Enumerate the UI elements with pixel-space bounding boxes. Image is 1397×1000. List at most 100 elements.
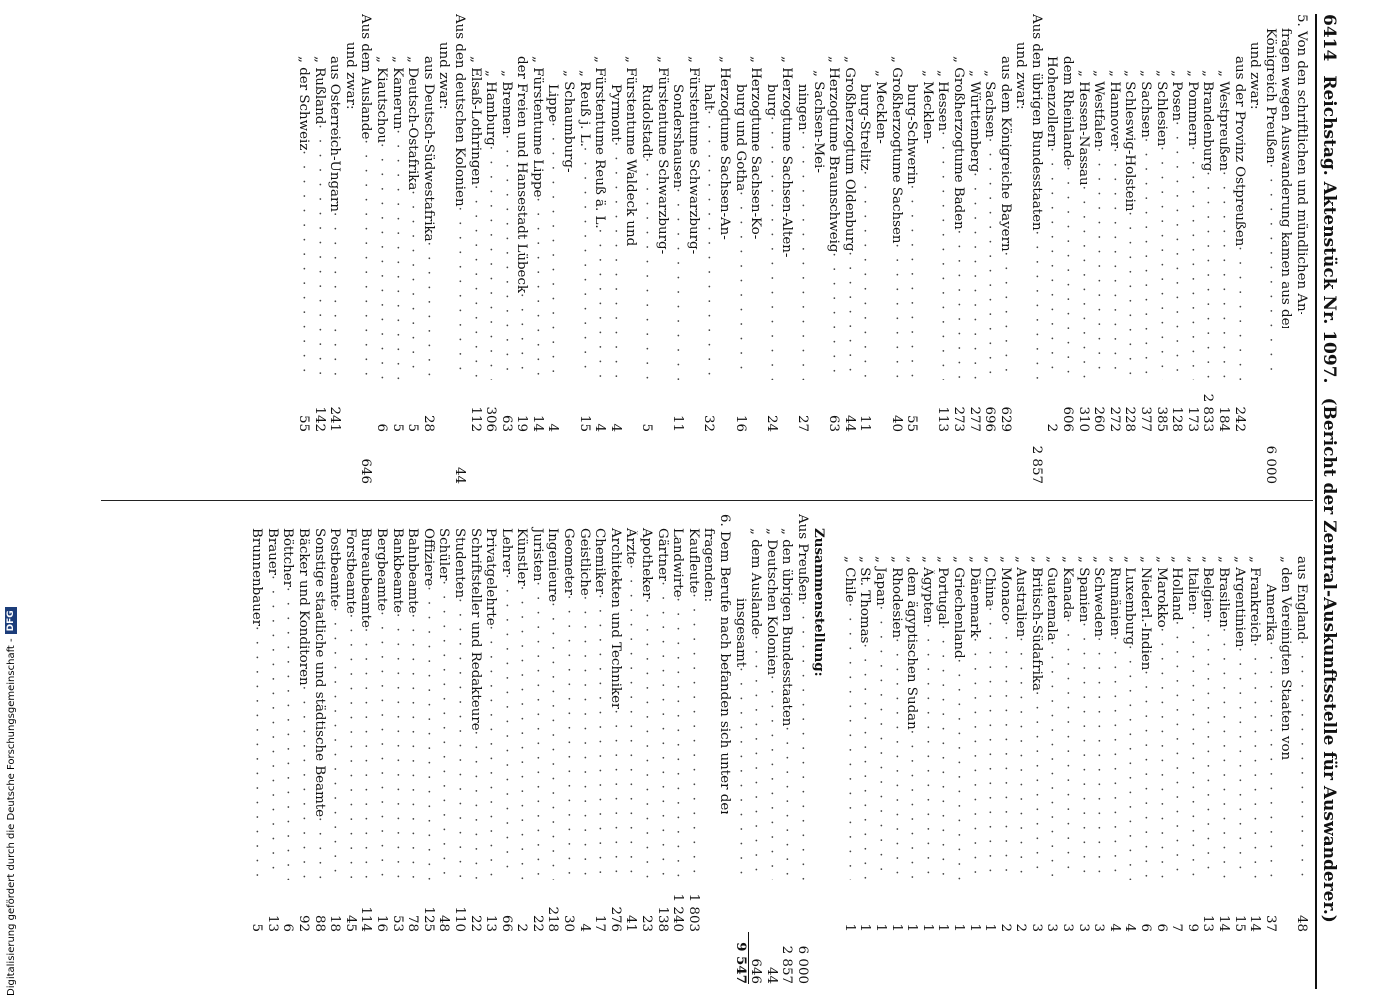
- leader-dots: [1013, 637, 1029, 880]
- column-divider: [101, 500, 1313, 501]
- table-row: „ Hannover 272: [1106, 14, 1122, 484]
- table-row: „ Holland 7: [1169, 514, 1185, 984]
- row-label: „ Argentinien: [1231, 556, 1247, 648]
- row-label: Geistliche: [576, 528, 592, 596]
- row-label: insgesamt: [732, 598, 748, 668]
- leader-dots: [1262, 641, 1278, 880]
- leader-dots: [997, 621, 1013, 880]
- row-label: „ Posen: [1169, 70, 1185, 122]
- leader-dots: [405, 614, 421, 880]
- leader-dots: [982, 607, 998, 880]
- leader-dots: [1137, 138, 1153, 380]
- leader-dots: [638, 599, 654, 880]
- row-label: „ Schweden: [1091, 556, 1107, 637]
- table-row: „ Kamerun 5: [389, 14, 405, 484]
- leader-dots: [794, 131, 810, 380]
- row-subtotal: 1: [888, 923, 904, 932]
- leader-dots: [358, 628, 374, 880]
- leader-dots: [950, 659, 966, 880]
- table-row: burg-Schwerin 55: [904, 14, 919, 484]
- row-subtotal: 113: [935, 406, 951, 432]
- leader-dots: [1169, 621, 1185, 880]
- row-label: „ Kanada: [1060, 556, 1076, 619]
- table-row: „ Hessen 113: [935, 14, 951, 484]
- table-row: aus Deutsch-Südwestafrika 28: [420, 14, 436, 484]
- row-label: burg und Gotha: [732, 84, 748, 192]
- row-subtotal: 5: [249, 923, 265, 932]
- leader-dots: [561, 595, 577, 880]
- row-label: „ Rhodesien: [888, 556, 904, 639]
- leader-dots: [1184, 146, 1200, 380]
- row-subtotal: 37: [1262, 914, 1278, 932]
- leader-dots: [264, 575, 280, 880]
- row-subtotal: 23: [639, 914, 655, 932]
- table-row: Lehrer 66: [498, 514, 514, 984]
- leader-dots: [545, 122, 561, 380]
- table-row: „ dem Auslande 646: [748, 514, 763, 984]
- row-subtotal: 184: [1216, 406, 1232, 432]
- leader-dots: [1091, 637, 1107, 880]
- row-total: 6 000: [795, 945, 810, 984]
- table-row: „ Brasilien 14: [1215, 514, 1231, 984]
- row-label: „ Italien: [1184, 556, 1200, 611]
- table-row: „ Schleswig-Holstein 228: [1122, 14, 1138, 484]
- row-subtotal: 14: [529, 414, 545, 432]
- row-label: „ Kamerun: [389, 56, 405, 130]
- row-label: aus der Provinz Ostpreußen: [1231, 56, 1247, 247]
- row-subtotal: 241: [327, 406, 343, 432]
- row-label: „ Luxemburg: [1122, 556, 1138, 646]
- table-row: Juristen 22: [529, 514, 545, 984]
- row-subtotal: 228: [1122, 406, 1138, 432]
- table-row: und zwar:: [342, 14, 358, 484]
- row-label: „ Guatemala: [1044, 556, 1060, 641]
- row-subtotal: 48: [436, 914, 452, 932]
- row-label: „ Brandenburg: [1200, 70, 1216, 172]
- row-total: 646: [358, 458, 374, 484]
- table-row: „ Portugal 1: [935, 514, 950, 984]
- table-row: Sondershausen 11: [670, 14, 685, 484]
- row-subtotal: 306: [483, 406, 499, 432]
- leader-dots: [841, 603, 857, 880]
- row-subtotal: 273: [950, 406, 966, 432]
- leader-dots: [1247, 642, 1263, 880]
- leader-dots: [1106, 148, 1122, 380]
- row-label: „ Sachsen: [1138, 70, 1154, 138]
- row-subtotal: 16: [732, 414, 748, 432]
- row-subtotal: 5: [405, 423, 421, 432]
- leader-dots: [514, 586, 530, 880]
- row-label: Bankbeamte: [389, 528, 405, 614]
- table-row: „ Ägypten 1: [919, 514, 935, 984]
- row-label: „ Hannover: [1106, 70, 1122, 149]
- table-row: „ Guatemala 3: [1044, 514, 1060, 984]
- row-subtotal: 6: [280, 923, 296, 932]
- row-label: Studenten: [451, 528, 467, 599]
- row-label: Böttcher: [280, 528, 296, 588]
- row-subtotal: 385: [1153, 406, 1169, 432]
- row-subtotal: 44: [841, 414, 857, 432]
- row-subtotal: 32: [701, 414, 717, 432]
- table-row: „ Bremen 63: [498, 14, 514, 484]
- leader-dots: [857, 643, 873, 880]
- right-column: aus England 48 „ den Vereinigten Staaten v…: [249, 514, 1309, 984]
- table-row: Hohenzollern 2: [1044, 14, 1060, 484]
- table-row: Geistliche 4: [576, 514, 592, 984]
- table-row: Künstler 2: [514, 514, 530, 984]
- row-subtotal: 6: [1153, 923, 1169, 932]
- row-label: „ Kiautschou: [373, 56, 389, 144]
- leader-dots: [327, 212, 343, 380]
- row-label: Lippe: [545, 84, 561, 123]
- footer-text: Digitalisierung gefördert durch die Deut…: [5, 638, 17, 996]
- leader-dots: [919, 624, 935, 880]
- table-row: Schriftsteller und Redakteure 22: [467, 514, 483, 984]
- row-total: 9 547: [732, 932, 749, 984]
- row-subtotal: 48: [1294, 914, 1309, 932]
- row-subtotal: 277: [966, 406, 982, 432]
- row-label: „ Fürstentume Lippe: [529, 56, 545, 198]
- row-label: „ Fürstentume Waldeck und: [623, 56, 639, 247]
- table-row: aus der Provinz Ostpreußen 242: [1231, 14, 1247, 484]
- table-row: dem Rheinlande 606: [1060, 14, 1075, 484]
- row-subtotal: 4: [1122, 923, 1138, 932]
- row-subtotal: 18: [327, 914, 343, 932]
- table-row: Pyrmont 4: [607, 14, 623, 484]
- row-label: 5. Von den schriftlichen und mündlichen …: [1294, 14, 1309, 314]
